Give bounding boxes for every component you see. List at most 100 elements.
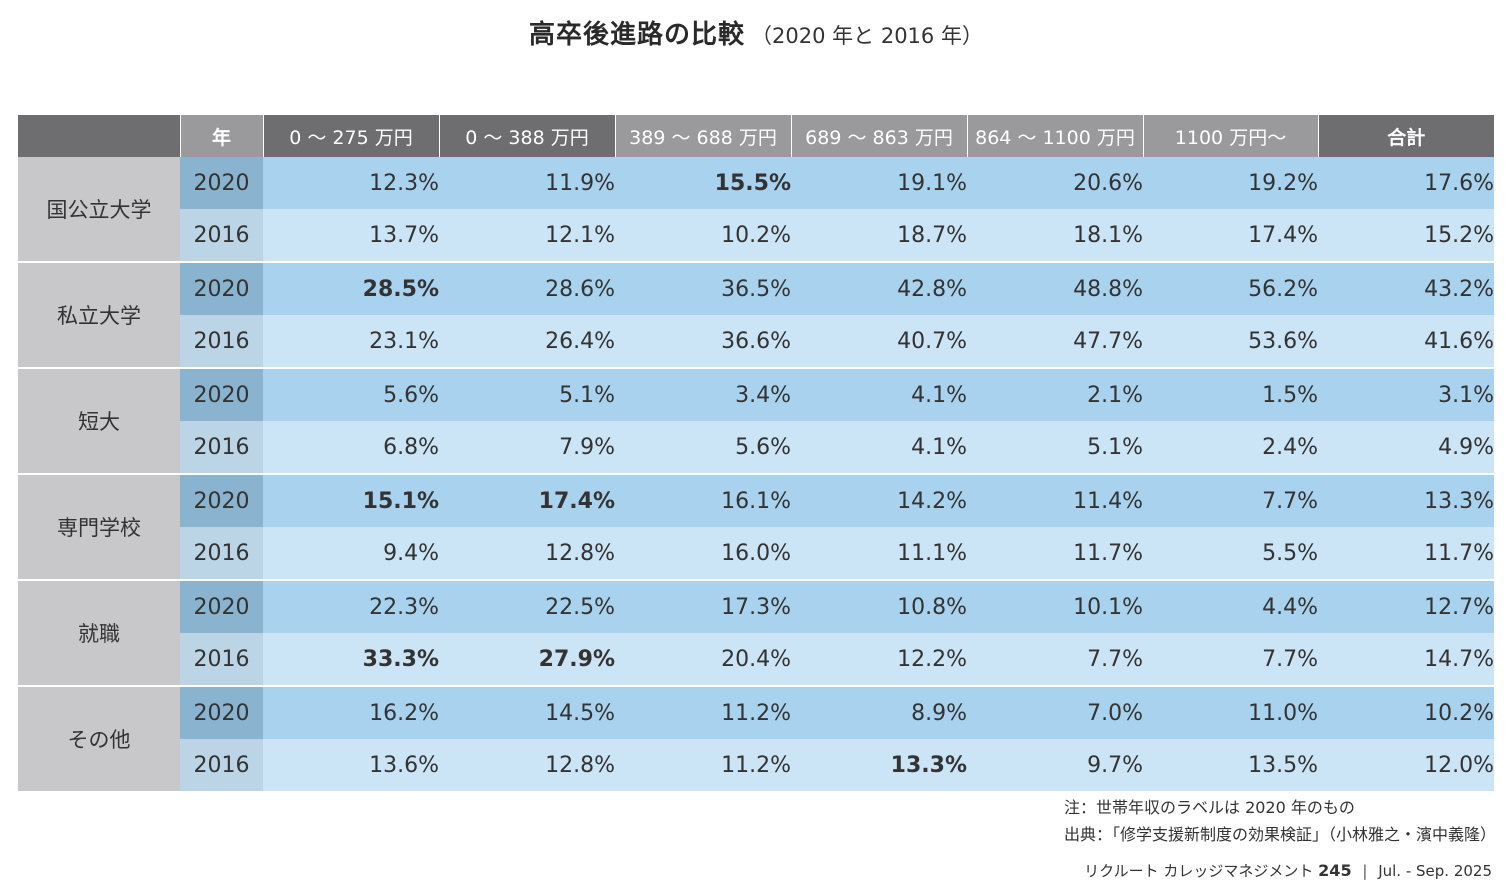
header-income-689-863: 689 ～ 863 万円 [790,115,967,157]
value-cell: 41.6% [1318,315,1494,369]
category-label: その他 [18,686,180,793]
header-year: 年 [179,115,263,157]
value-cell: 9.4% [263,527,439,581]
value-cell: 15.5% [615,157,791,209]
year-cell: 2020 [180,262,263,315]
value-cell: 33.3% [263,633,439,687]
value-cell: 10.2% [615,209,791,263]
title-sub: （2020 年と 2016 年） [751,24,983,48]
value-cell: 53.6% [1143,315,1318,369]
value-cell: 16.0% [615,527,791,581]
value-cell: 7.0% [967,686,1143,739]
value-cell: 12.8% [439,739,615,793]
value-cell: 22.3% [263,580,439,633]
value-cell: 8.9% [791,686,967,739]
value-cell: 12.3% [263,157,439,209]
value-cell: 19.2% [1143,157,1318,209]
value-cell: 40.7% [791,315,967,369]
page-footer: リクルート カレッジマネジメント 245 | Jul. - Sep. 2025 [1084,860,1492,881]
header-corner [18,115,180,157]
value-cell: 15.2% [1318,209,1494,263]
value-cell: 16.1% [615,474,791,527]
table-row: 国公立大学 2020 12.3% 11.9% 15.5% 19.1% 20.6% 19.2% 1… [18,157,1494,263]
value-cell: 12.0% [1318,739,1494,793]
table-row: その他 2020 16.2% 14.5% 11.2% 8.9% 7.0% 11.0% 10.2% [18,686,1494,793]
value-cell: 56.2% [1143,262,1318,315]
value-cell: 11.2% [615,686,791,739]
value-cell: 9.7% [967,739,1143,793]
value-cell: 11.7% [967,527,1143,581]
issue-number: 245 [1318,861,1352,880]
value-cell: 13.3% [791,739,967,793]
category-label: 短大 [18,368,180,475]
notes: 注：世帯年収のラベルは 2020 年のもの 出典：「修学支援新制度の効果検証」（… [1064,794,1496,848]
value-cell: 36.6% [615,315,791,369]
value-cell: 47.7% [967,315,1143,369]
value-cell: 10.8% [791,580,967,633]
value-cell: 36.5% [615,262,791,315]
table-row: 専門学校 2020 15.1% 17.4% 16.1% 14.2% 11.4% 7.7% 13.… [18,474,1494,581]
value-cell: 43.2% [1318,262,1494,315]
value-cell: 17.3% [615,580,791,633]
year-cell: 2020 [180,686,263,739]
header-income-389-688: 389 ～ 688 万円 [614,115,791,157]
value-cell: 13.7% [263,209,439,263]
year-cell: 2020 [180,157,263,209]
table-row: 2016 13.7% 12.1% 10.2% 18.7% 18.1% 17.4% 15.2% [18,209,1494,263]
value-cell: 5.1% [439,368,615,421]
value-cell: 13.5% [1143,739,1318,793]
table-body: 国公立大学 2020 12.3% 11.9% 15.5% 19.1% 20.6% 19.2% 1… [18,157,1494,793]
value-cell: 2.1% [967,368,1143,421]
value-cell: 11.9% [439,157,615,209]
year-cell: 2016 [180,633,263,687]
category-label: 専門学校 [18,474,180,581]
title-main: 高卒後進路の比較 [529,20,746,50]
value-cell: 28.5% [263,262,439,315]
value-cell: 11.7% [1318,527,1494,581]
table-row: 2016 23.1% 26.4% 36.6% 40.7% 47.7% 53.6% 41.6% [18,315,1494,369]
value-cell: 5.6% [263,368,439,421]
value-cell: 18.7% [791,209,967,263]
value-cell: 14.7% [1318,633,1494,687]
footer-separator: | [1362,862,1368,880]
table-row: 私立大学 2020 28.5% 28.6% 36.5% 42.8% 48.8% 56.2% 43… [18,262,1494,369]
value-cell: 14.2% [791,474,967,527]
value-cell: 23.1% [263,315,439,369]
table-row: 短大 2020 5.6% 5.1% 3.4% 4.1% 2.1% 1.5% 3.1% [18,368,1494,475]
year-cell: 2016 [180,739,263,793]
value-cell: 20.6% [967,157,1143,209]
header-income-864-1100: 864 ～ 1100 万円 [966,115,1143,157]
header-income-0-275: 0 ～ 275 万円 [262,115,439,157]
year-cell: 2016 [180,315,263,369]
value-cell: 17.6% [1318,157,1494,209]
value-cell: 2.4% [1143,421,1318,475]
value-cell: 7.7% [967,633,1143,687]
category-label: 就職 [18,580,180,687]
value-cell: 10.2% [1318,686,1494,739]
value-cell: 4.1% [791,421,967,475]
value-cell: 16.2% [263,686,439,739]
value-cell: 10.1% [967,580,1143,633]
value-cell: 19.1% [791,157,967,209]
note-text: 注：世帯年収のラベルは 2020 年のもの [1063,798,1355,817]
value-cell: 11.1% [791,527,967,581]
value-cell: 28.6% [439,262,615,315]
value-cell: 6.8% [263,421,439,475]
value-cell: 4.4% [1143,580,1318,633]
table-row: 2016 6.8% 7.9% 5.6% 4.1% 5.1% 2.4% 4.9% [18,421,1494,475]
value-cell: 11.0% [1143,686,1318,739]
value-cell: 1.5% [1143,368,1318,421]
category-label: 私立大学 [18,262,180,369]
header-income-0-388: 0 ～ 388 万円 [438,115,615,157]
value-cell: 15.1% [263,474,439,527]
year-cell: 2016 [180,209,263,263]
header-income-1100-plus: 1100 万円～ [1142,115,1318,157]
value-cell: 12.2% [791,633,967,687]
value-cell: 11.4% [967,474,1143,527]
value-cell: 12.1% [439,209,615,263]
issue-period: Jul. - Sep. 2025 [1378,862,1492,880]
value-cell: 3.1% [1318,368,1494,421]
value-cell: 27.9% [439,633,615,687]
year-cell: 2020 [180,368,263,421]
value-cell: 48.8% [967,262,1143,315]
